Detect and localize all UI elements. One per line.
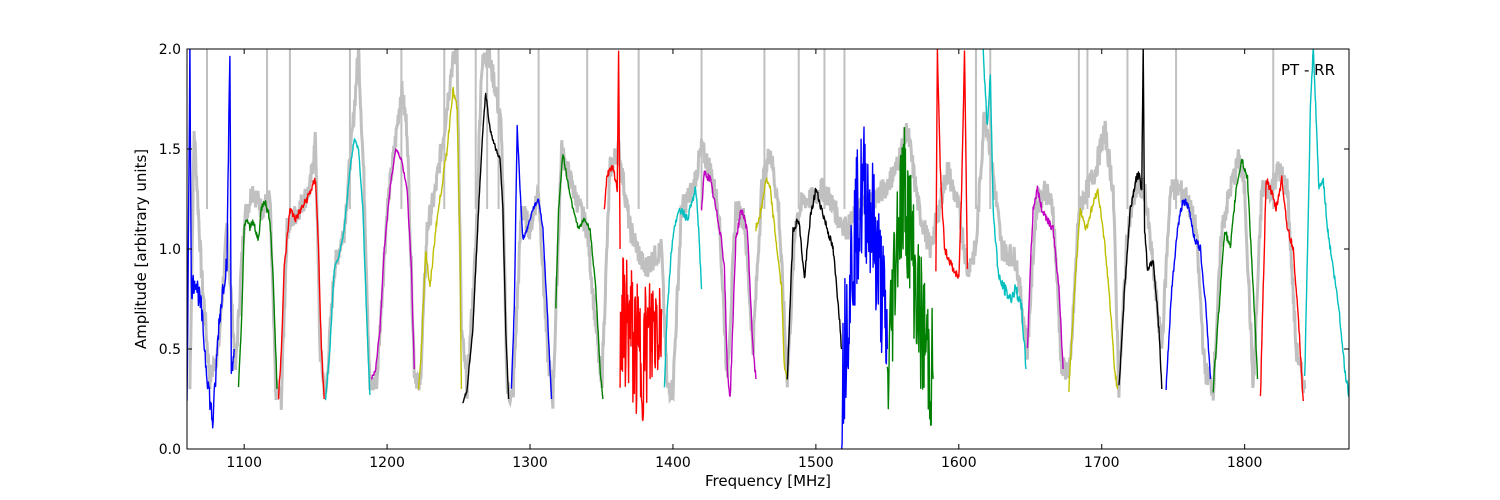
series-line-16 bbox=[840, 126, 888, 449]
series-line-6 bbox=[417, 86, 463, 390]
x-tick-label: 1100 bbox=[226, 455, 262, 471]
series-line-13 bbox=[700, 170, 757, 397]
background-trace-layer bbox=[188, 49, 1307, 410]
y-tick-label: 0.0 bbox=[159, 442, 181, 458]
series-line-20 bbox=[1026, 185, 1064, 370]
x-tick-label: 1300 bbox=[512, 455, 548, 471]
y-tick-label: 1.5 bbox=[159, 142, 181, 158]
y-axis-label: Amplitude [arbitrary units] bbox=[132, 149, 150, 349]
y-tick-label: 0.5 bbox=[159, 342, 181, 358]
y-tick-label: 1.0 bbox=[159, 242, 181, 258]
series-line-18 bbox=[935, 49, 969, 279]
x-axis: 1100 1200 1300 1400 1500 1600 1700 1800 bbox=[226, 49, 1262, 471]
x-tick-label: 1600 bbox=[941, 455, 977, 471]
x-tick-label: 1200 bbox=[369, 455, 405, 471]
series-line-10 bbox=[603, 50, 621, 250]
y-axis: 0.0 0.5 1.0 1.5 2.0 bbox=[159, 42, 1349, 458]
plot-annotation: PT - RR bbox=[1281, 61, 1335, 79]
series-line-1 bbox=[187, 49, 235, 429]
x-tick-label: 1400 bbox=[655, 455, 691, 471]
y-tick-label: 2.0 bbox=[159, 42, 181, 58]
series-line-4 bbox=[324, 138, 371, 401]
series-line-7 bbox=[462, 92, 510, 404]
series-line-24 bbox=[1212, 158, 1259, 393]
series-line-21 bbox=[1068, 188, 1119, 393]
x-tick-label: 1800 bbox=[1227, 455, 1263, 471]
series-line-25 bbox=[1259, 175, 1304, 402]
x-axis-label: Frequency [MHz] bbox=[705, 472, 831, 490]
series-line-22 bbox=[1118, 49, 1163, 390]
series-line-2 bbox=[237, 200, 278, 390]
series-line-9 bbox=[555, 154, 604, 400]
series-layer bbox=[187, 49, 1349, 449]
series-line-11 bbox=[619, 257, 663, 422]
series-line-19 bbox=[982, 49, 1027, 370]
series-line-17 bbox=[886, 127, 934, 426]
background-trace bbox=[188, 49, 1307, 410]
series-line-23 bbox=[1165, 198, 1212, 391]
plot-area bbox=[187, 49, 1349, 449]
series-line-3 bbox=[277, 177, 325, 400]
series-line-26 bbox=[1304, 49, 1349, 397]
series-line-5 bbox=[370, 148, 415, 380]
series-line-14 bbox=[755, 177, 788, 380]
x-tick-label: 1700 bbox=[1084, 455, 1120, 471]
series-line-15 bbox=[786, 187, 843, 380]
series-line-8 bbox=[510, 124, 553, 400]
x-tick-label: 1500 bbox=[798, 455, 834, 471]
series-line-12 bbox=[663, 186, 703, 388]
